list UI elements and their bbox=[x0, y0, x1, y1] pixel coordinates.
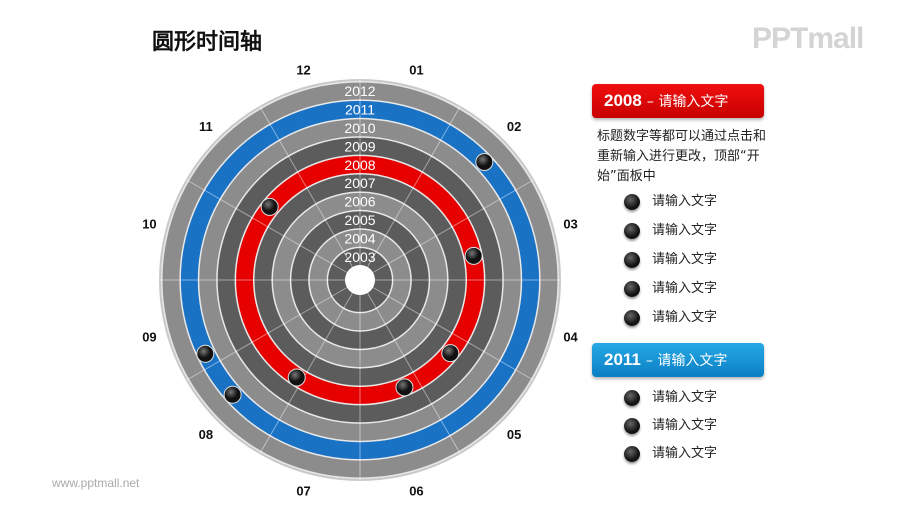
list-item: 请输入文字 bbox=[624, 444, 717, 464]
list-item: 请输入文字 bbox=[624, 192, 717, 212]
month-divider bbox=[367, 106, 461, 268]
month-label: 05 bbox=[507, 427, 521, 442]
list-item-text: 请输入文字 bbox=[652, 390, 718, 405]
list-item: 请输入文字 bbox=[624, 388, 717, 408]
list-item-text: 请输入文字 bbox=[652, 252, 718, 267]
month-divider bbox=[372, 287, 534, 381]
event-marker[interactable] bbox=[260, 197, 279, 216]
list-item-text: 请输入文字 bbox=[652, 281, 718, 296]
list-item: 请输入文字 bbox=[624, 279, 717, 299]
year-label: 2010 bbox=[344, 120, 375, 136]
panel-2008-description: 标题数字等都可以通过点击和重新输入进行更改，顶部“开始”面板中 bbox=[597, 129, 767, 184]
panel-2008-header: 2008 – 请输入文字 bbox=[592, 84, 764, 118]
year-label: 2011 bbox=[345, 102, 375, 118]
list-item-text: 请输入文字 bbox=[652, 194, 718, 209]
year-label: 2006 bbox=[344, 194, 375, 210]
month-divider bbox=[186, 287, 348, 381]
bullet-icon bbox=[624, 280, 640, 297]
month-divider bbox=[259, 106, 353, 268]
month-divider bbox=[186, 179, 348, 273]
event-marker[interactable] bbox=[196, 344, 215, 363]
month-label: 02 bbox=[507, 119, 521, 134]
month-label: 01 bbox=[409, 62, 423, 77]
month-label: 03 bbox=[563, 217, 577, 232]
list-item: 请输入文字 bbox=[624, 221, 717, 241]
bullet-icon bbox=[624, 193, 640, 210]
month-label: 11 bbox=[199, 119, 213, 134]
event-marker[interactable] bbox=[287, 368, 306, 387]
month-label: 10 bbox=[142, 217, 156, 232]
bullet-icon bbox=[624, 222, 640, 239]
month-label: 06 bbox=[409, 484, 423, 499]
month-divider bbox=[367, 292, 461, 454]
month-divider bbox=[259, 292, 353, 454]
panel-2011-year: 2011 bbox=[604, 350, 641, 369]
event-marker[interactable] bbox=[395, 378, 414, 397]
page-title: 圆形时间轴 bbox=[152, 30, 263, 55]
event-marker[interactable] bbox=[464, 246, 483, 265]
bullet-icon bbox=[624, 251, 640, 268]
panel-2011-label: – 请输入文字 bbox=[645, 353, 728, 369]
year-label: 2005 bbox=[344, 212, 375, 228]
month-divider bbox=[372, 179, 534, 273]
list-item: 请输入文字 bbox=[624, 250, 717, 270]
list-item-text: 请输入文字 bbox=[652, 310, 718, 325]
event-marker[interactable] bbox=[475, 153, 494, 172]
year-label: 2012 bbox=[344, 83, 375, 99]
month-label: 04 bbox=[563, 329, 578, 344]
year-label: 2009 bbox=[344, 138, 375, 154]
year-label: 2007 bbox=[344, 175, 375, 191]
year-label: 2004 bbox=[344, 230, 375, 246]
month-label: 09 bbox=[142, 329, 156, 344]
site-url: www.pptmall.net bbox=[52, 476, 140, 490]
list-item-text: 请输入文字 bbox=[652, 223, 718, 238]
month-label: 12 bbox=[296, 62, 310, 77]
event-marker[interactable] bbox=[223, 385, 242, 404]
month-label: 08 bbox=[199, 427, 213, 442]
list-item: 请输入文字 bbox=[624, 416, 717, 436]
center-hole bbox=[345, 265, 375, 295]
year-label: 2003 bbox=[344, 249, 375, 265]
list-item-text: 请输入文字 bbox=[652, 418, 718, 433]
pptmall-logo: PPTmall bbox=[752, 22, 864, 55]
list-item: 请输入文字 bbox=[624, 308, 717, 328]
bullet-icon bbox=[624, 417, 640, 434]
event-marker[interactable] bbox=[441, 344, 460, 363]
list-item-text: 请输入文字 bbox=[652, 446, 718, 461]
month-label: 07 bbox=[296, 484, 310, 499]
bullet-icon bbox=[624, 309, 640, 326]
year-label: 2008 bbox=[344, 157, 375, 173]
panel-2008-year: 2008 bbox=[604, 91, 642, 110]
panel-2011-header: 2011 – 请输入文字 bbox=[592, 343, 764, 377]
bullet-icon bbox=[624, 445, 640, 462]
panel-2008-label: – 请输入文字 bbox=[646, 94, 729, 110]
bullet-icon bbox=[624, 389, 640, 406]
